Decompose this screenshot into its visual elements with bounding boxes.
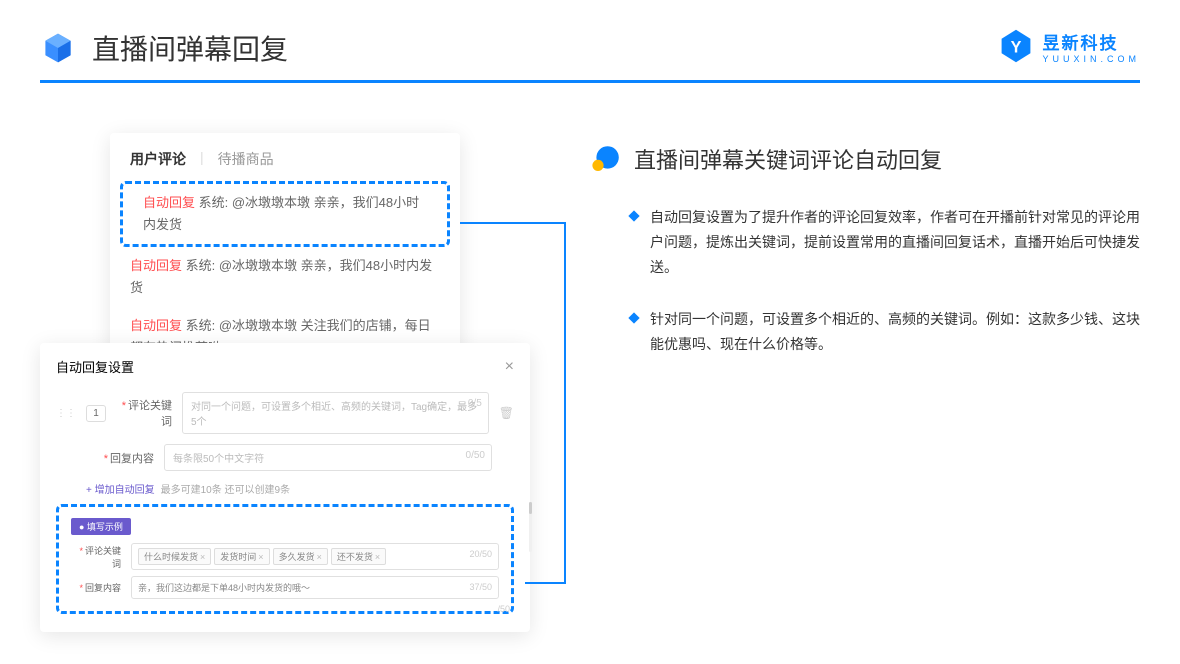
highlighted-comment: 自动回复 系统: @冰墩墩本墩 亲亲，我们48小时内发货 <box>120 181 450 247</box>
tab-pending-goods[interactable]: 待播商品 <box>218 149 274 169</box>
settings-modal: 自动回复设置 × ⋮⋮ 1 *评论关键词 对同一个问题，可设置多个相近、高频的关… <box>40 343 530 632</box>
tab-separator: | <box>200 149 204 169</box>
char-count: 0/5 <box>468 398 482 409</box>
row-number: 1 <box>86 405 106 422</box>
brand-logo: Y 昱新科技 YUUXIN.COM <box>998 28 1140 64</box>
svg-text:Y: Y <box>1011 38 1022 56</box>
comment-row: 自动回复 系统: @冰墩墩本墩 亲亲，我们48小时内发货 <box>123 184 447 244</box>
chat-bubble-icon <box>590 143 622 175</box>
example-keyword-label: *评论关键词 <box>71 544 121 570</box>
add-auto-reply-link[interactable]: + 增加自动回复最多可建10条 还可以创建9条 <box>86 481 514 496</box>
cube-icon <box>40 30 76 66</box>
bullet-text: 自动回复设置为了提升作者的评论回复效率，作者可在开播前针对常见的评论用户问题，提… <box>650 205 1140 281</box>
keyword-tag[interactable]: 多久发货× <box>273 548 328 565</box>
keyword-tag[interactable]: 还不发货× <box>331 548 386 565</box>
bullet-point: 自动回复设置为了提升作者的评论回复效率，作者可在开播前针对常见的评论用户问题，提… <box>590 205 1140 281</box>
keyword-row: ⋮⋮ 1 *评论关键词 对同一个问题，可设置多个相近、高频的关键词，Tag确定，… <box>56 392 514 434</box>
example-badge: ● 填写示例 <box>71 518 131 535</box>
screenshot-panel: 用户评论 | 待播商品 自动回复 系统: @冰墩墩本墩 亲亲，我们48小时内发货… <box>40 133 530 384</box>
reply-row: *回复内容 每条限50个中文字符 0/50 <box>56 444 514 471</box>
section-title: 直播间弹幕关键词评论自动回复 <box>634 143 942 175</box>
logo-icon: Y <box>998 28 1034 64</box>
keyword-tag[interactable]: 什么时候发货× <box>138 548 211 565</box>
char-count: 20/50 <box>469 549 492 559</box>
keyword-label: *评论关键词 <box>116 397 172 429</box>
tab-user-comments[interactable]: 用户评论 <box>130 149 186 169</box>
example-section: ● 填写示例 *评论关键词 什么时候发货× 发货时间× 多久发货× 还不发货× … <box>56 504 514 614</box>
example-keyword-input[interactable]: 什么时候发货× 发货时间× 多久发货× 还不发货× 20/50 <box>131 543 499 570</box>
reply-label: *回复内容 <box>98 450 154 466</box>
bullet-point: 针对同一个问题，可设置多个相近的、高频的关键词。例如：这款多少钱、这块能优惠吗、… <box>590 307 1140 357</box>
logo-subtitle: YUUXIN.COM <box>1042 54 1140 64</box>
footer-count: /50 <box>497 604 510 614</box>
example-reply-input[interactable]: 亲，我们这边都是下单48小时内发货的哦～ 37/50 <box>131 576 499 599</box>
diamond-icon <box>628 312 639 323</box>
example-reply-label: *回复内容 <box>71 581 121 594</box>
auto-reply-tag: 自动回复 <box>143 195 195 210</box>
logo-title: 昱新科技 <box>1042 29 1140 54</box>
bullet-text: 针对同一个问题，可设置多个相近的、高频的关键词。例如：这款多少钱、这块能优惠吗、… <box>650 307 1140 357</box>
delete-icon[interactable]: 🗑 <box>499 406 514 420</box>
keyword-input[interactable]: 对同一个问题，可设置多个相近、高频的关键词，Tag确定，最多5个 0/5 <box>182 392 489 434</box>
close-icon[interactable]: × <box>505 358 514 376</box>
reply-input[interactable]: 每条限50个中文字符 0/50 <box>164 444 492 471</box>
comment-row: 自动回复 系统: @冰墩墩本墩 亲亲，我们48小时内发货 <box>110 247 460 307</box>
scrollbar[interactable] <box>529 502 532 552</box>
keyword-tag[interactable]: 发货时间× <box>214 548 269 565</box>
page-title: 直播间弹幕回复 <box>92 28 288 68</box>
modal-title: 自动回复设置 <box>56 357 134 376</box>
add-hint: 最多可建10条 还可以创建9条 <box>161 485 290 496</box>
diamond-icon <box>628 210 639 221</box>
drag-handle-icon[interactable]: ⋮⋮ <box>56 408 76 419</box>
char-count: 37/50 <box>469 582 492 592</box>
auto-reply-tag: 自动回复 <box>130 318 182 333</box>
description-panel: 直播间弹幕关键词评论自动回复 自动回复设置为了提升作者的评论回复效率，作者可在开… <box>590 133 1140 384</box>
auto-reply-tag: 自动回复 <box>130 258 182 273</box>
char-count: 0/50 <box>466 450 485 461</box>
